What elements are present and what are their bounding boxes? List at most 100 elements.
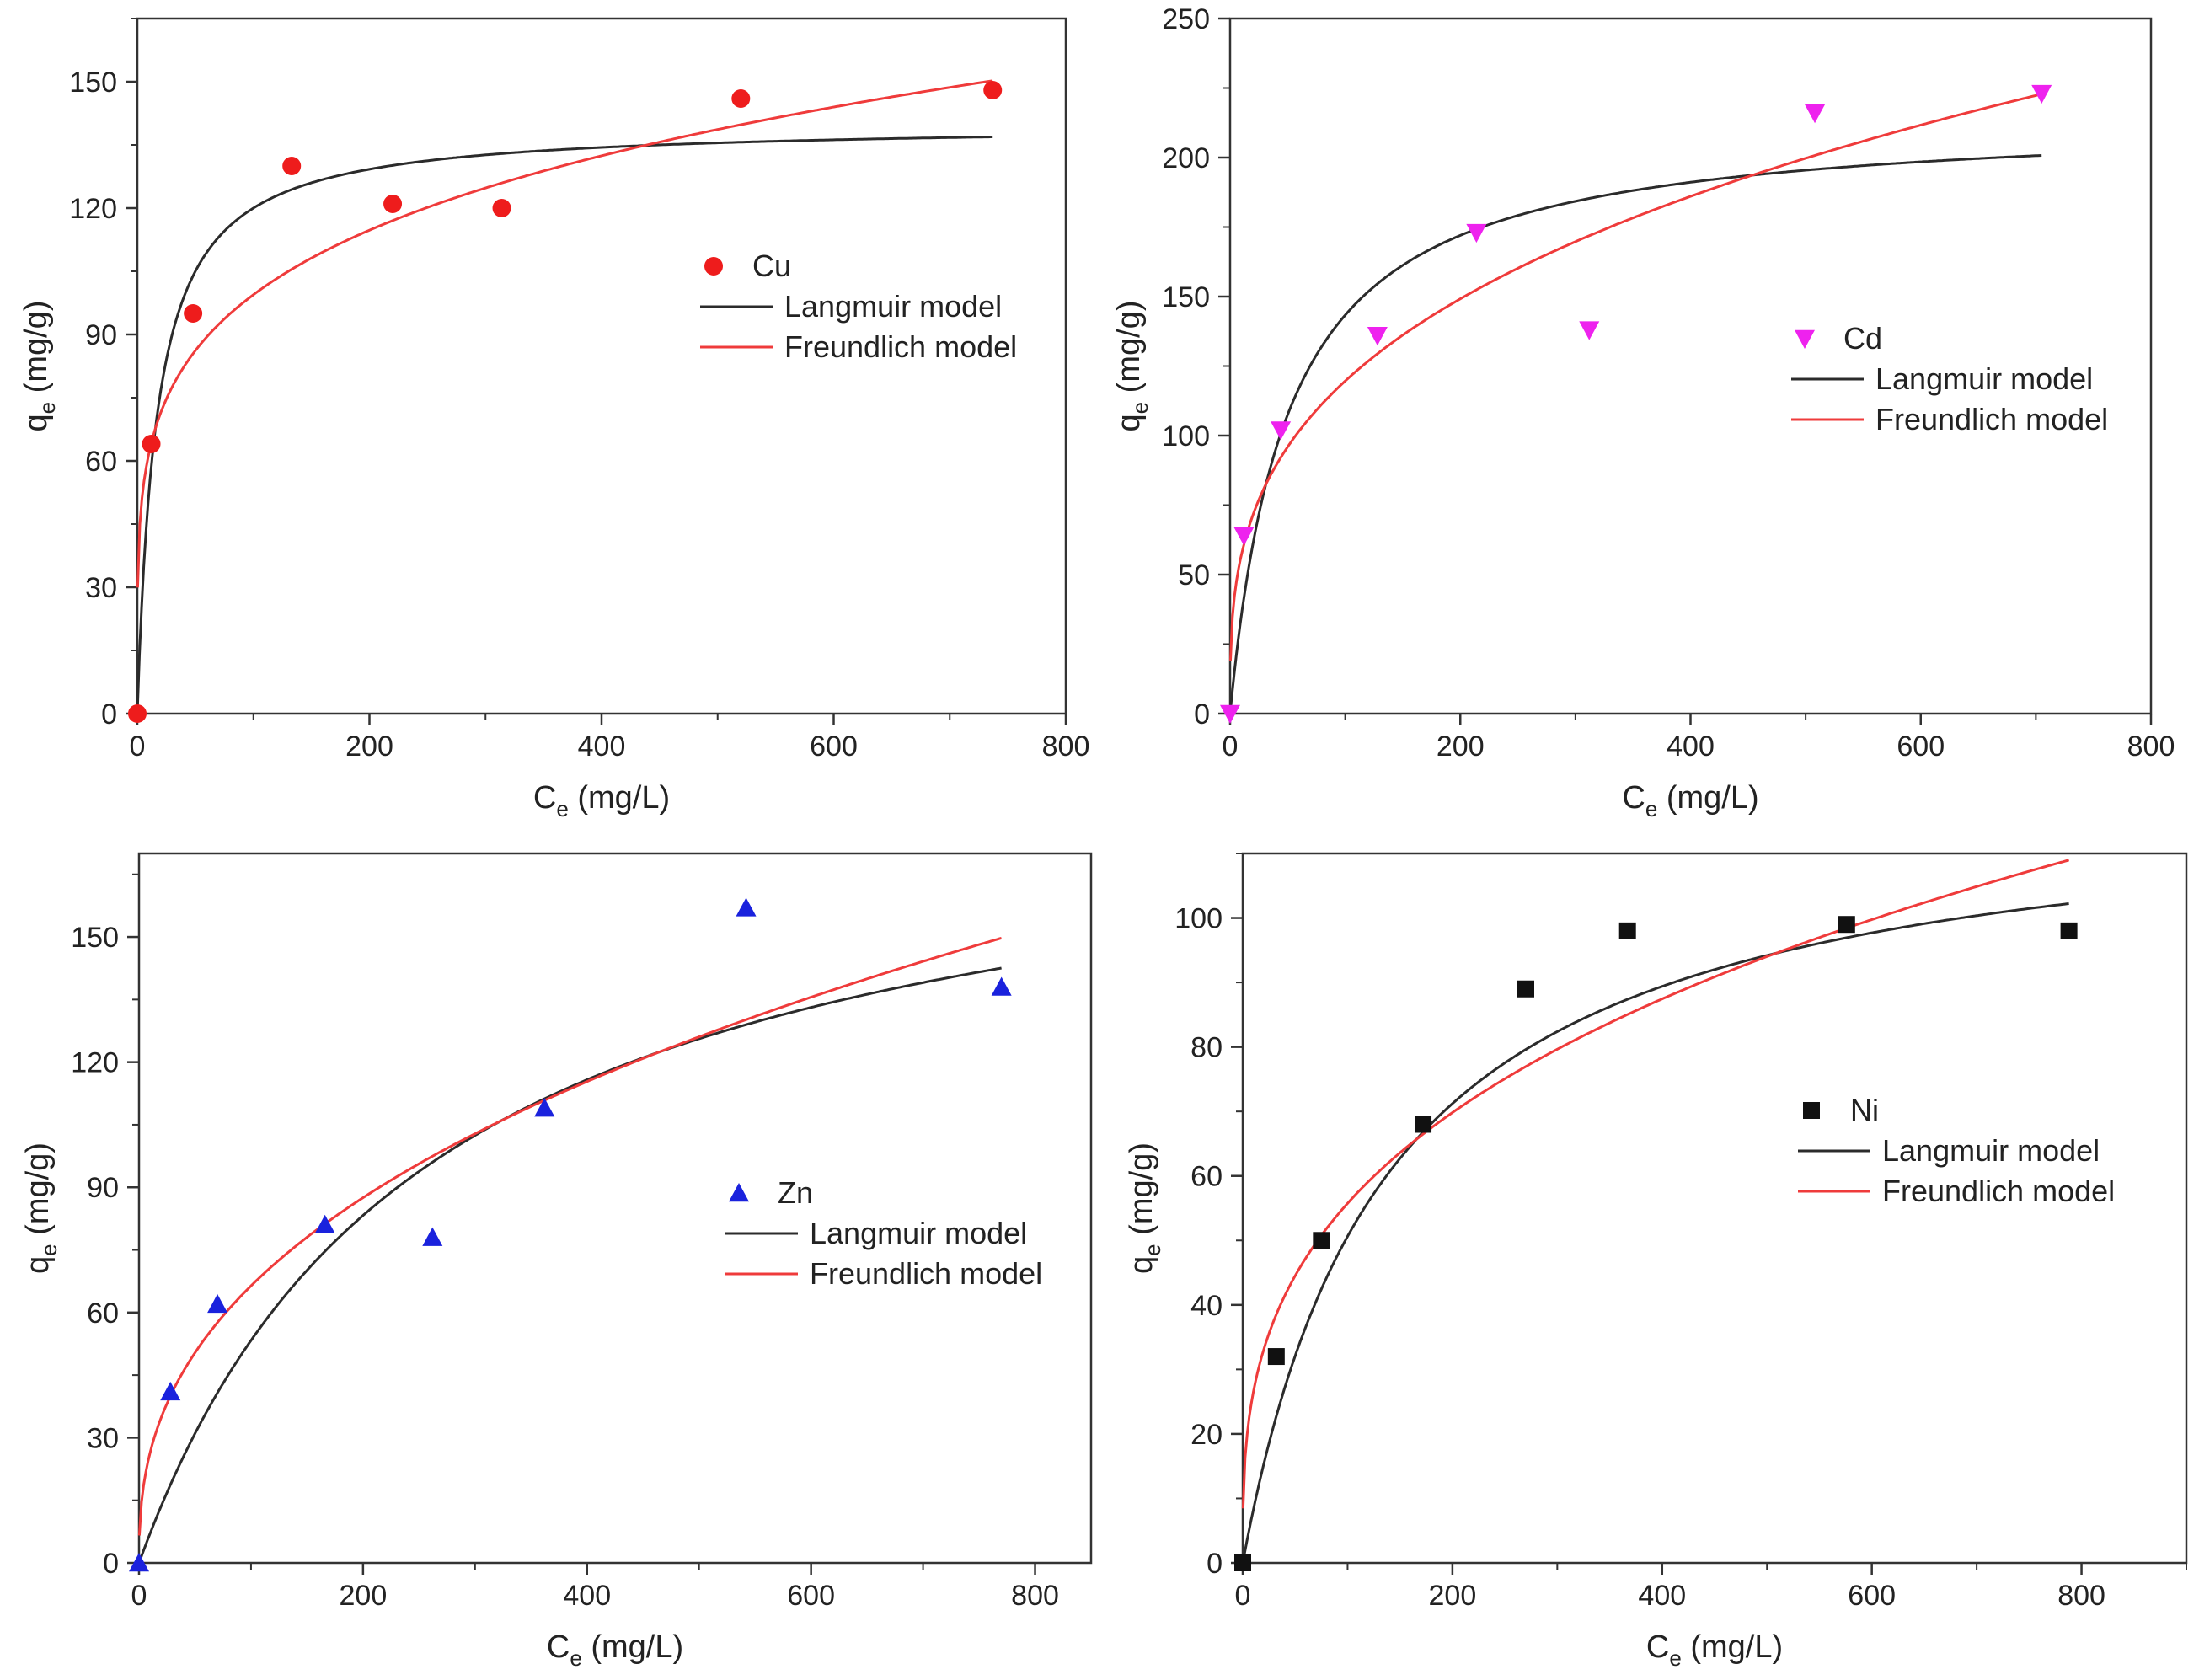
chart-cu-frame xyxy=(136,17,1067,715)
y-tick-label: 60 xyxy=(87,1297,119,1330)
cu-data-point xyxy=(128,704,147,723)
y-tick-label: 30 xyxy=(87,1422,119,1454)
x-axis-title: Ce (mg/L) xyxy=(547,1629,683,1671)
x-tick-label: 200 xyxy=(345,730,393,762)
langmuir-curve xyxy=(136,136,993,714)
ni-data-point xyxy=(1517,980,1534,998)
cd-data-point xyxy=(1220,704,1240,724)
legend-freundlich-label: Freundlich model xyxy=(1875,402,2108,436)
ni-data-point xyxy=(1415,1116,1432,1133)
y-axis-title: qe (mg/g) xyxy=(1111,301,1153,432)
langmuir-curve xyxy=(1228,154,2042,714)
y-tick-label: 100 xyxy=(1162,420,1210,452)
legend-cd-marker xyxy=(1795,329,1815,349)
cu-data-point xyxy=(282,157,302,175)
y-tick-label: 40 xyxy=(1190,1290,1223,1322)
y-tick-label: 0 xyxy=(1194,698,1210,730)
zn-data-point xyxy=(160,1381,181,1401)
cd-data-point xyxy=(1579,321,1600,340)
x-tick-label: 600 xyxy=(810,730,858,762)
y-tick-label: 200 xyxy=(1162,142,1210,174)
x-tick-label: 800 xyxy=(2127,730,2175,762)
legend-zn-label: Zn xyxy=(778,1175,813,1210)
y-axis-title: qe (mg/g) xyxy=(19,301,60,432)
ni-data-point xyxy=(1838,916,1855,934)
cd-data-point xyxy=(1367,327,1388,346)
x-tick-label: 200 xyxy=(1437,730,1485,762)
y-tick-label: 0 xyxy=(103,1548,119,1580)
y-tick-label: 120 xyxy=(69,193,117,225)
langmuir-curve xyxy=(1241,902,2069,1564)
x-tick-label: 200 xyxy=(340,1580,388,1612)
legend-freundlich-label: Freundlich model xyxy=(810,1256,1042,1291)
legend-langmuir-label: Langmuir model xyxy=(810,1216,1027,1250)
cd-data-point xyxy=(1466,223,1487,243)
x-tick-label: 200 xyxy=(1429,1580,1477,1612)
legend-ni-marker xyxy=(1803,1102,1820,1119)
ni-data-point xyxy=(1267,1348,1285,1366)
cd-data-point xyxy=(1271,421,1292,441)
y-tick-label: 30 xyxy=(85,572,117,604)
cd-data-point xyxy=(1805,104,1826,124)
y-axis-title: qe (mg/g) xyxy=(20,1142,62,1274)
ni-data-point xyxy=(1313,1232,1330,1249)
legend-langmuir-label: Langmuir model xyxy=(1875,361,2093,396)
freundlich-curve xyxy=(1241,859,2070,1509)
zn-data-point xyxy=(736,897,757,917)
chart-cd: 0 200 400 600 800 0 50 100 150 200 250 Ce (mg/L) qe … xyxy=(1111,3,2175,821)
legend-ni-label: Ni xyxy=(1850,1093,1879,1127)
cd-data-point xyxy=(2031,84,2052,104)
legend-cu-label: Cu xyxy=(752,249,791,283)
zn-data-point xyxy=(129,1553,149,1572)
zn-data-point xyxy=(991,976,1012,996)
y-axis-title: qe (mg/g) xyxy=(1124,1142,1165,1274)
x-tick-label: 0 xyxy=(1235,1580,1251,1612)
y-tick-label: 60 xyxy=(1190,1161,1223,1193)
y-tick-label: 90 xyxy=(87,1172,119,1204)
cu-data-point xyxy=(184,304,203,323)
zn-data-point xyxy=(314,1214,335,1234)
legend-langmuir-label: Langmuir model xyxy=(1882,1133,2100,1168)
y-tick-label: 60 xyxy=(85,446,117,478)
y-tick-label: 150 xyxy=(71,922,119,954)
x-axis-title: Ce (mg/L) xyxy=(1622,780,1758,821)
x-tick-label: 400 xyxy=(578,730,626,762)
chart-ni: 0 200 400 600 800 0 20 40 60 80 100 Ce (mg/L) qe (mg… xyxy=(1124,852,2188,1671)
cd-data-point xyxy=(1233,527,1255,546)
zn-data-point xyxy=(422,1227,443,1246)
chart-cu: 0 200 400 600 800 0 30 60 90 120 150 Ce (mg/L) qe (m… xyxy=(19,17,1090,821)
x-axis-title: Ce (mg/L) xyxy=(533,780,670,821)
ni-data-point xyxy=(1618,922,1636,939)
x-tick-label: 0 xyxy=(130,730,146,762)
y-tick-label: 80 xyxy=(1190,1032,1223,1064)
chart-zn-frame xyxy=(137,852,1093,1565)
y-tick-label: 250 xyxy=(1162,3,1210,35)
freundlich-curve xyxy=(1228,93,2042,661)
x-tick-label: 400 xyxy=(563,1580,611,1612)
cu-data-point xyxy=(983,81,1003,99)
y-tick-label: 0 xyxy=(1207,1548,1223,1580)
cu-data-point xyxy=(383,195,403,213)
chart-ni-frame xyxy=(1241,852,2188,1565)
y-tick-label: 120 xyxy=(71,1047,119,1079)
y-tick-label: 20 xyxy=(1190,1419,1223,1451)
y-tick-label: 150 xyxy=(69,67,117,99)
langmuir-curve xyxy=(137,966,1002,1564)
x-tick-label: 800 xyxy=(1042,730,1090,762)
legend-cu-marker xyxy=(704,257,723,276)
cu-data-point xyxy=(142,435,161,453)
legend-zn-marker xyxy=(729,1183,749,1202)
x-tick-label: 600 xyxy=(787,1580,835,1612)
cu-data-point xyxy=(492,199,511,217)
x-tick-label: 0 xyxy=(1223,730,1239,762)
x-tick-label: 800 xyxy=(2057,1580,2105,1612)
cu-data-point xyxy=(731,89,751,108)
ni-data-point xyxy=(2060,922,2078,939)
x-tick-label: 600 xyxy=(1848,1580,1896,1612)
y-tick-label: 150 xyxy=(1162,281,1210,313)
y-tick-label: 50 xyxy=(1178,559,1210,591)
x-tick-label: 600 xyxy=(1897,730,1945,762)
y-tick-label: 90 xyxy=(85,319,117,351)
y-tick-label: 100 xyxy=(1174,903,1223,935)
